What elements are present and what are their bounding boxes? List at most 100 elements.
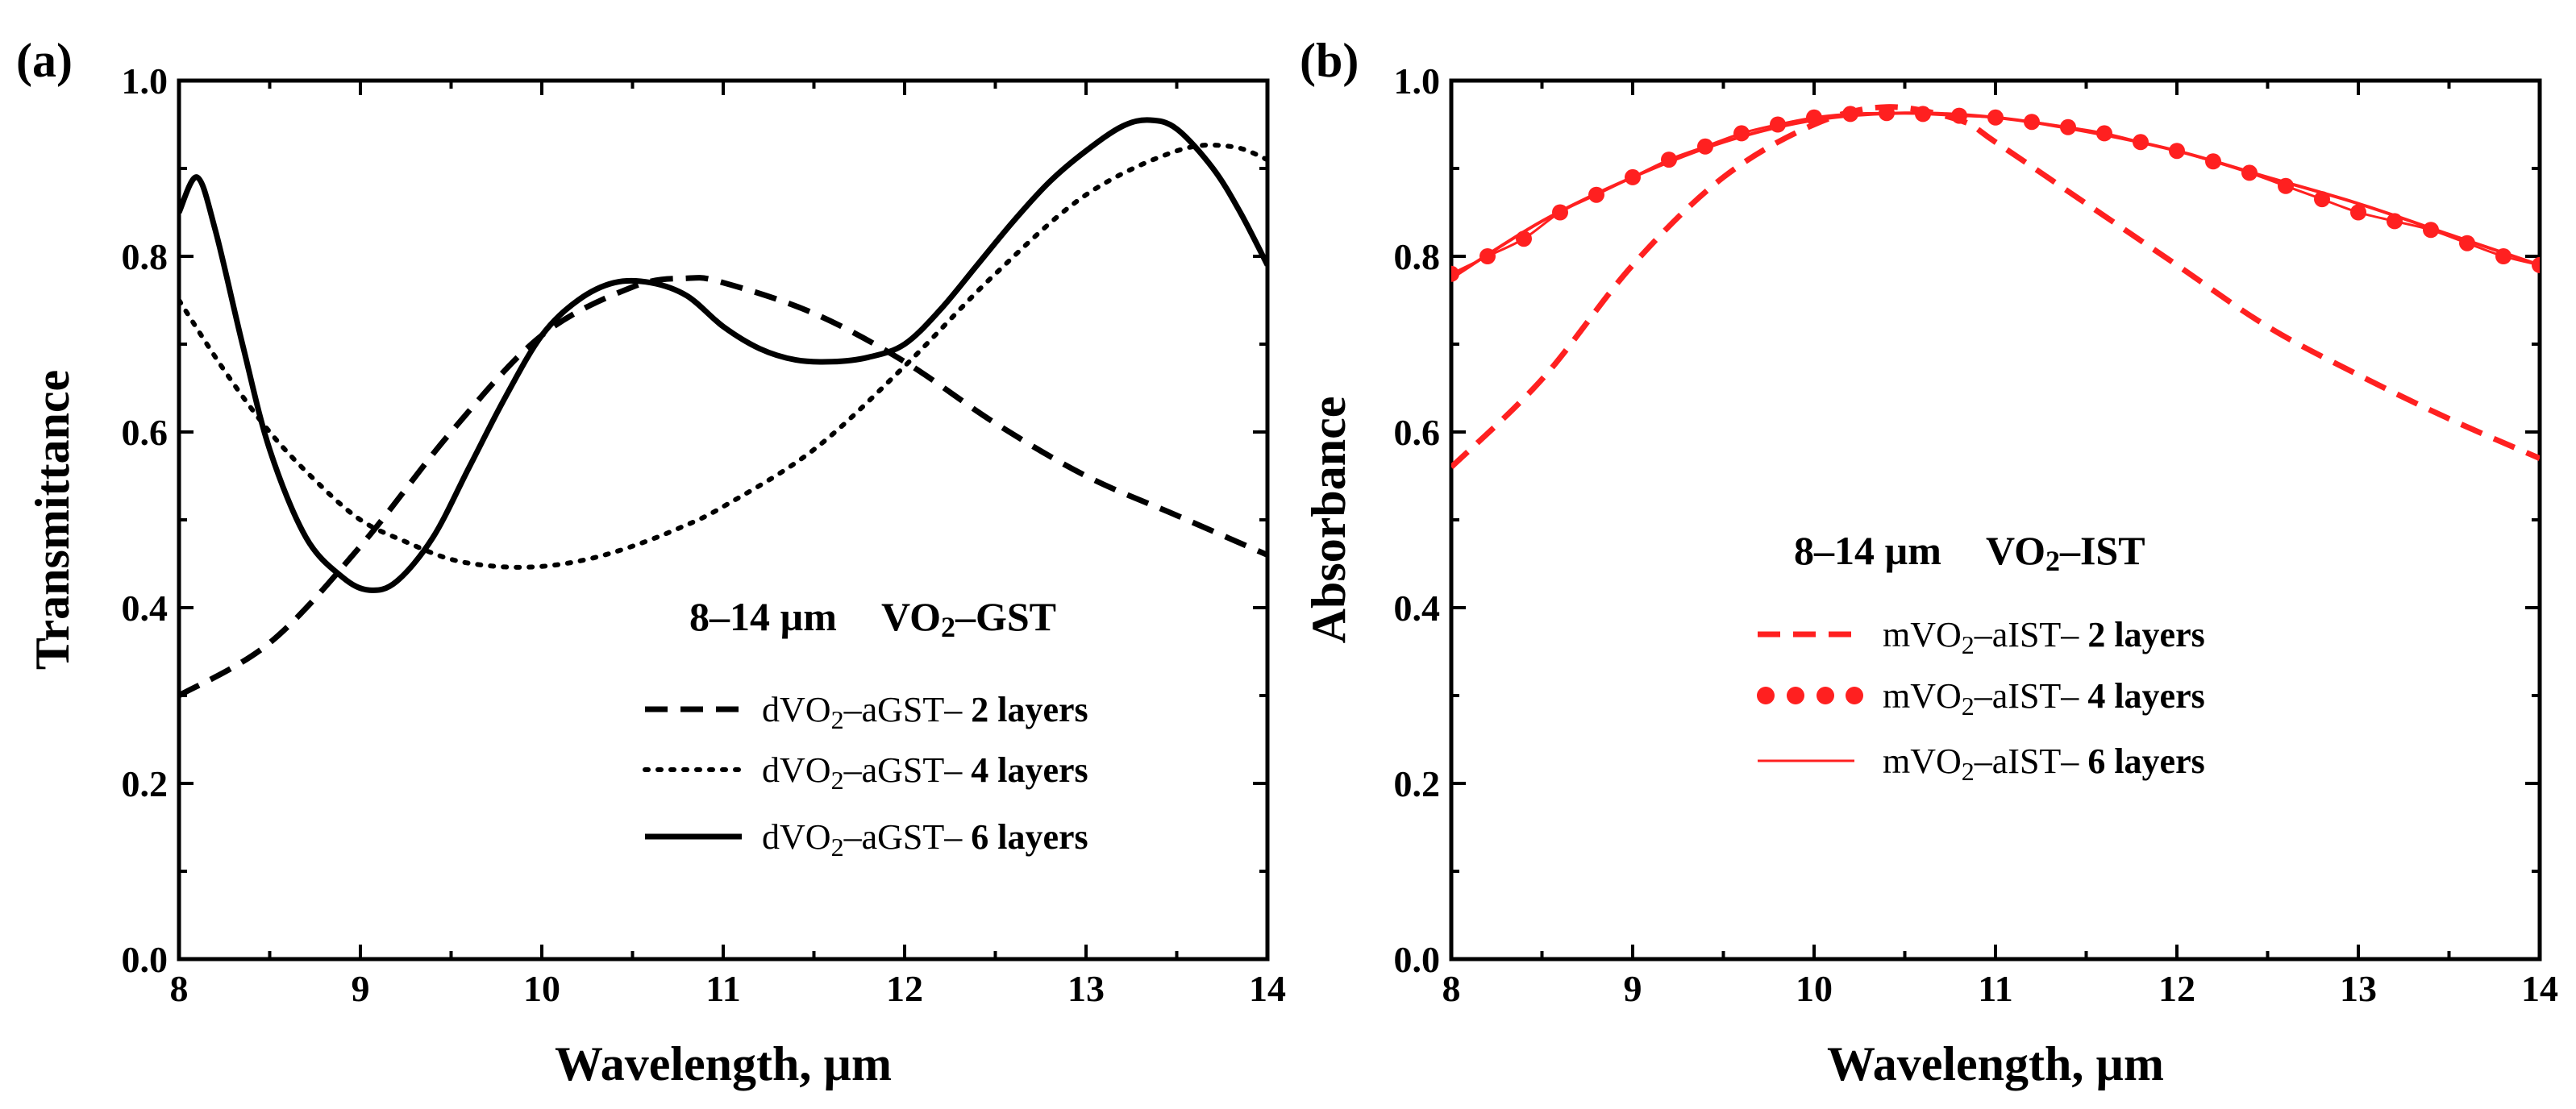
legend-dot <box>1757 687 1775 704</box>
data-point <box>2278 177 2294 194</box>
x-tick-label: 12 <box>886 968 923 1009</box>
series-line-2-layers <box>1451 104 2540 470</box>
series-group-a <box>179 117 1267 699</box>
y-tick-labels-a: 0.0 0.2 0.4 0.6 0.8 1.0 <box>122 60 169 980</box>
panel-a: (a) 8 9 10 11 12 13 14 0.0 0.2 0.4 0.6 0… <box>16 34 1286 1090</box>
data-point <box>2532 256 2540 273</box>
data-point <box>1915 106 1931 123</box>
annotation-material: VO <box>1986 528 2045 573</box>
data-point <box>1733 125 1750 142</box>
x-tick-label: 14 <box>2521 968 2558 1009</box>
x-tick-label: 8 <box>170 968 189 1009</box>
y-axis-label-a: Transmittance <box>26 370 79 670</box>
series-line-6-layers <box>1451 111 2540 280</box>
annotation-sub: 2 <box>941 611 955 643</box>
annotation-a: 8–14 µm VO2–GST <box>689 594 1056 643</box>
data-point <box>1552 204 1568 221</box>
data-point <box>1451 265 1459 282</box>
y-tick-label: 0.4 <box>1394 588 1441 629</box>
annotation-rest: –GST <box>955 594 1056 639</box>
legend-label-6-layers: dVO2–aGST– 6 layers <box>762 817 1088 862</box>
data-point <box>1516 231 1532 247</box>
y-tick-label: 0.2 <box>122 763 169 804</box>
panel-b-label: (b) <box>1300 34 1359 87</box>
series-line-4-layers <box>1451 111 2540 276</box>
data-point <box>2350 204 2366 221</box>
y-tick-label: 1.0 <box>122 60 169 102</box>
legend-dot <box>1787 687 1804 704</box>
legend-label-2-layers: mVO2–aIST– 2 layers <box>1883 615 2205 659</box>
y-tick-labels-b: 0.0 0.2 0.4 0.6 0.8 1.0 <box>1394 60 1441 980</box>
data-point <box>2096 125 2112 142</box>
data-point <box>1987 109 2004 126</box>
x-tick-label: 10 <box>523 968 560 1009</box>
series-line-4-layers <box>179 142 1267 570</box>
data-point <box>1806 109 1822 126</box>
legend-b: mVO2–aIST– 2 layers mVO2–aIST– 4 layers … <box>1757 615 2205 786</box>
legend-dot <box>1846 687 1863 704</box>
legend-label-4-layers: mVO2–aIST– 4 layers <box>1883 676 2205 721</box>
legend-label-4-layers: dVO2–aGST– 4 layers <box>762 750 1088 795</box>
y-tick-label: 0.6 <box>1394 412 1441 453</box>
x-tick-label: 14 <box>1249 968 1286 1009</box>
x-tick-label: 8 <box>1442 968 1461 1009</box>
annotation-rest: –IST <box>2059 528 2145 573</box>
series-line-2-layers <box>179 275 1267 699</box>
y-tick-label: 0.0 <box>1394 939 1441 980</box>
data-point <box>1479 248 1496 264</box>
axis-ticks-b <box>1450 79 2541 961</box>
data-point <box>2169 143 2185 160</box>
series-line-6-layers <box>179 117 1267 593</box>
data-point <box>2459 235 2475 251</box>
x-axis-label-a: Wavelength, µm <box>555 1037 892 1090</box>
data-point <box>2241 164 2258 181</box>
x-tick-labels-a: 8 9 10 11 12 13 14 <box>170 968 1287 1009</box>
x-tick-label: 10 <box>1796 968 1833 1009</box>
panel-b: (b) 8 9 10 11 12 13 14 0.0 0.2 0.4 0.6 0… <box>1300 34 2558 1090</box>
plot-frame-b <box>1449 78 2542 962</box>
annotation-range: 8–14 µm <box>1794 528 1941 573</box>
x-tick-label: 12 <box>2158 968 2195 1009</box>
data-point <box>2060 118 2076 135</box>
data-point <box>1770 116 1786 133</box>
data-point <box>1588 186 1604 203</box>
legend-dot <box>1817 687 1834 704</box>
legend-swatch-4-layers <box>1757 687 1863 704</box>
x-tick-label: 9 <box>1624 968 1642 1009</box>
annotation-material: VO <box>881 594 941 639</box>
legend-label-2-layers: dVO2–aGST– 2 layers <box>762 690 1088 734</box>
panel-a-label: (a) <box>16 34 73 87</box>
data-point <box>1879 105 1895 122</box>
annotation-range: 8–14 µm <box>689 594 837 639</box>
x-tick-label: 11 <box>705 968 740 1009</box>
series-dots-4-layers <box>1451 105 2540 282</box>
data-point <box>2024 114 2040 131</box>
x-tick-label: 9 <box>352 968 370 1009</box>
data-point <box>1661 152 1677 168</box>
data-point <box>2133 134 2149 151</box>
x-tick-label: 13 <box>1067 968 1105 1009</box>
y-tick-label: 0.6 <box>122 412 169 453</box>
y-tick-label: 0.0 <box>122 939 169 980</box>
data-point <box>2495 248 2511 264</box>
data-point <box>1697 138 1713 155</box>
x-tick-label: 11 <box>1978 968 2012 1009</box>
legend-label-6-layers: mVO2–aIST– 6 layers <box>1883 741 2205 786</box>
x-tick-labels-b: 8 9 10 11 12 13 14 <box>1442 968 2559 1009</box>
series-group-b <box>1451 104 2540 470</box>
legend-a: dVO2–aGST– 2 layers dVO2–aGST– 4 layers … <box>643 690 1088 862</box>
y-tick-label: 1.0 <box>1394 60 1441 102</box>
annotation-b: 8–14 µm VO2–IST <box>1794 528 2145 577</box>
y-tick-label: 0.2 <box>1394 763 1441 804</box>
axis-ticks-a <box>177 79 1269 961</box>
y-tick-label: 0.4 <box>122 588 169 629</box>
data-point <box>2423 222 2439 239</box>
y-tick-label: 0.8 <box>122 236 169 277</box>
annotation-sub: 2 <box>2045 545 2060 577</box>
data-point <box>2387 213 2403 230</box>
x-tick-label: 13 <box>2340 968 2377 1009</box>
data-point <box>2205 153 2221 170</box>
data-point <box>1842 106 1858 123</box>
x-axis-label-b: Wavelength, µm <box>1827 1037 2164 1090</box>
